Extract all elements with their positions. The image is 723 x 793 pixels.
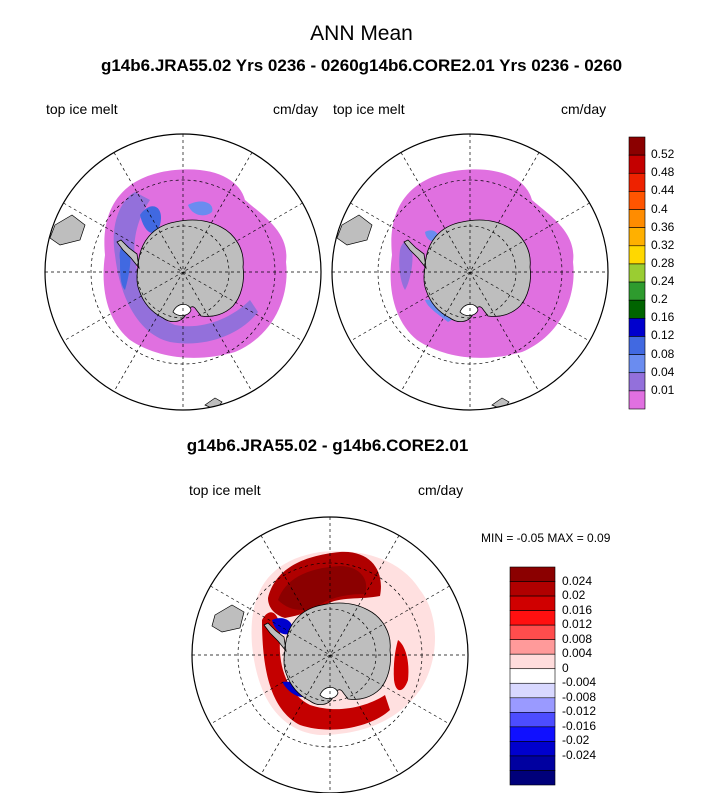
colorbar-swatch <box>628 209 646 228</box>
colorbar-label: 0.32 <box>651 237 675 252</box>
graticule <box>192 517 468 793</box>
meridian-line <box>63 202 303 342</box>
ice-melt-region <box>399 241 413 290</box>
colorbar-label: 0.024 <box>562 573 593 588</box>
colorbar-swatch <box>628 263 646 283</box>
colorbar-label: 0.44 <box>651 183 675 198</box>
meridian-line <box>210 585 450 725</box>
panel2-right-label: cm/day <box>561 101 607 117</box>
colorbar-label: -0.024 <box>562 747 597 762</box>
colorbar-swatch <box>628 136 646 156</box>
colorbar-swatch <box>628 299 646 319</box>
colorbar-label: 0.004 <box>562 646 593 661</box>
colorbar-swatch <box>509 682 556 699</box>
colorbar-swatch <box>628 227 646 247</box>
colorbar-label: 0 <box>562 660 569 675</box>
colorbar-label: -0.02 <box>562 733 590 748</box>
colorbar-label: 0.12 <box>651 328 675 343</box>
colorbar-label: 0.2 <box>651 292 668 307</box>
colorbar-label: 0.02 <box>562 588 586 603</box>
colorbar-swatch <box>628 281 646 301</box>
colorbar-label: 0.48 <box>651 165 675 180</box>
panel1-right-label: cm/day <box>273 101 319 117</box>
colorbar-swatch <box>509 624 556 640</box>
colorbar-label: 0.04 <box>651 364 675 379</box>
colorbar-swatch <box>509 595 556 611</box>
colorbar-difference <box>509 566 556 786</box>
colorbar-swatch <box>628 245 646 265</box>
anomaly-region <box>278 566 367 610</box>
land-mass <box>49 214 86 246</box>
difference-title: g14b6.JRA55.02 - g14b6.CORE2.01 <box>186 436 469 455</box>
meridian-line <box>350 202 590 342</box>
colorbar-label: -0.004 <box>562 675 597 690</box>
land-mass <box>336 214 373 246</box>
ice-melt-region <box>119 244 131 290</box>
colorbar-label: -0.016 <box>562 718 597 733</box>
colorbar-swatch <box>509 697 556 713</box>
panel3-right-label: cm/day <box>418 482 464 498</box>
colorbar-swatch <box>509 668 556 684</box>
graticule <box>45 134 321 410</box>
colorbar-label: 0.24 <box>651 274 675 289</box>
anomaly-region <box>262 612 390 730</box>
colorbar-label: 0.28 <box>651 255 675 270</box>
colorbar-label: -0.008 <box>562 689 597 704</box>
colorbar-swatch <box>628 336 646 355</box>
colorbar-swatch <box>628 354 646 374</box>
figure-title: ANN Mean <box>310 22 413 45</box>
colorbar-label: 0.008 <box>562 631 593 646</box>
panel2-left-label: top ice melt <box>333 101 405 117</box>
colorbar-label: 0.01 <box>651 382 675 397</box>
colorbar-swatch <box>509 712 556 728</box>
colorbar-swatch <box>509 566 556 582</box>
colorbar-label: 0.4 <box>651 201 668 216</box>
land-mass <box>211 604 245 633</box>
colorbar-label: 0.08 <box>651 346 675 361</box>
colorbar-swatch <box>628 390 646 410</box>
colorbar-label: 0.16 <box>651 310 675 325</box>
colorbar-swatch <box>628 154 646 174</box>
ice-melt-region <box>188 201 213 216</box>
colorbar-swatch <box>509 726 556 742</box>
colorbar-swatch <box>509 639 556 655</box>
colorbar-label: 0.012 <box>562 617 593 632</box>
colorbar-swatch <box>628 372 646 392</box>
colorbar-label: 0.52 <box>651 147 675 162</box>
map-panel-core2 <box>331 133 609 411</box>
colorbar-top <box>628 136 646 410</box>
colorbar-swatch <box>509 581 556 597</box>
colorbar-label: 0.016 <box>562 602 593 617</box>
colorbar-swatch <box>628 191 646 210</box>
colorbar-swatch <box>509 770 556 786</box>
colorbar-swatch <box>509 610 556 626</box>
colorbar-swatch <box>628 172 646 192</box>
anomaly-region <box>272 618 293 635</box>
colorbar-label: 0.36 <box>651 219 675 234</box>
panel3-left-label: top ice melt <box>189 482 261 498</box>
anomaly-region <box>393 640 409 691</box>
colorbar-swatch <box>509 755 556 771</box>
colorbar-swatch <box>509 741 556 757</box>
map-panel-difference <box>191 516 469 793</box>
map-panel-jra55 <box>44 133 322 411</box>
top-panels-header: g14b6.JRA55.02 Yrs 0236 - 0260g14b6.CORE… <box>100 56 623 75</box>
colorbar-swatch <box>509 653 556 670</box>
min-max-readout: MIN = -0.05 MAX = 0.09 <box>481 531 611 545</box>
panel1-left-label: top ice melt <box>46 101 118 117</box>
colorbar-label: -0.012 <box>562 704 597 719</box>
graticule <box>332 134 608 410</box>
ice-melt-region <box>140 206 161 233</box>
colorbar-swatch <box>628 318 646 337</box>
